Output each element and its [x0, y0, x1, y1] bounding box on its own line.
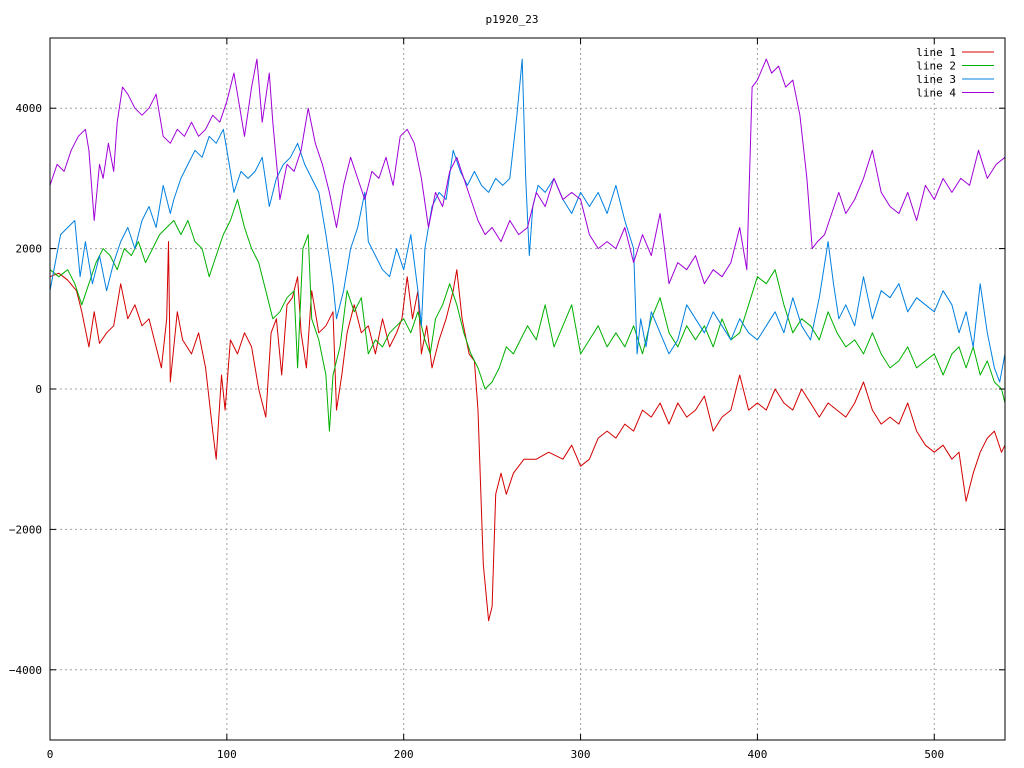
y-tick-label: 4000 [16, 102, 43, 115]
x-tick-label: 400 [747, 748, 767, 761]
series-line-3 [49, 58, 1006, 383]
series-line-1 [49, 241, 1006, 622]
series-line-2 [49, 199, 1006, 432]
x-tick-label: 200 [394, 748, 414, 761]
axis-ticks: 0 100 200 300 400 500 −4000 −2000 0 2000 4000 [9, 38, 1005, 761]
legend-label: line 2 [916, 60, 956, 73]
chart-title: p1920_23 [486, 13, 539, 26]
series-lines [49, 58, 1006, 622]
x-tick-label: 300 [571, 748, 591, 761]
x-tick-label: 0 [47, 748, 54, 761]
x-tick-label: 100 [217, 748, 237, 761]
y-tick-label: 2000 [16, 243, 43, 256]
legend-label: line 1 [916, 46, 956, 59]
y-tick-label: −2000 [9, 523, 42, 536]
y-tick-label: 0 [35, 383, 42, 396]
grid-lines [49, 38, 1005, 740]
x-tick-label: 500 [924, 748, 944, 761]
y-tick-label: −4000 [9, 664, 42, 677]
series-line-4 [49, 58, 1006, 285]
legend-label: line 4 [916, 87, 956, 100]
legend-label: line 3 [916, 73, 956, 86]
